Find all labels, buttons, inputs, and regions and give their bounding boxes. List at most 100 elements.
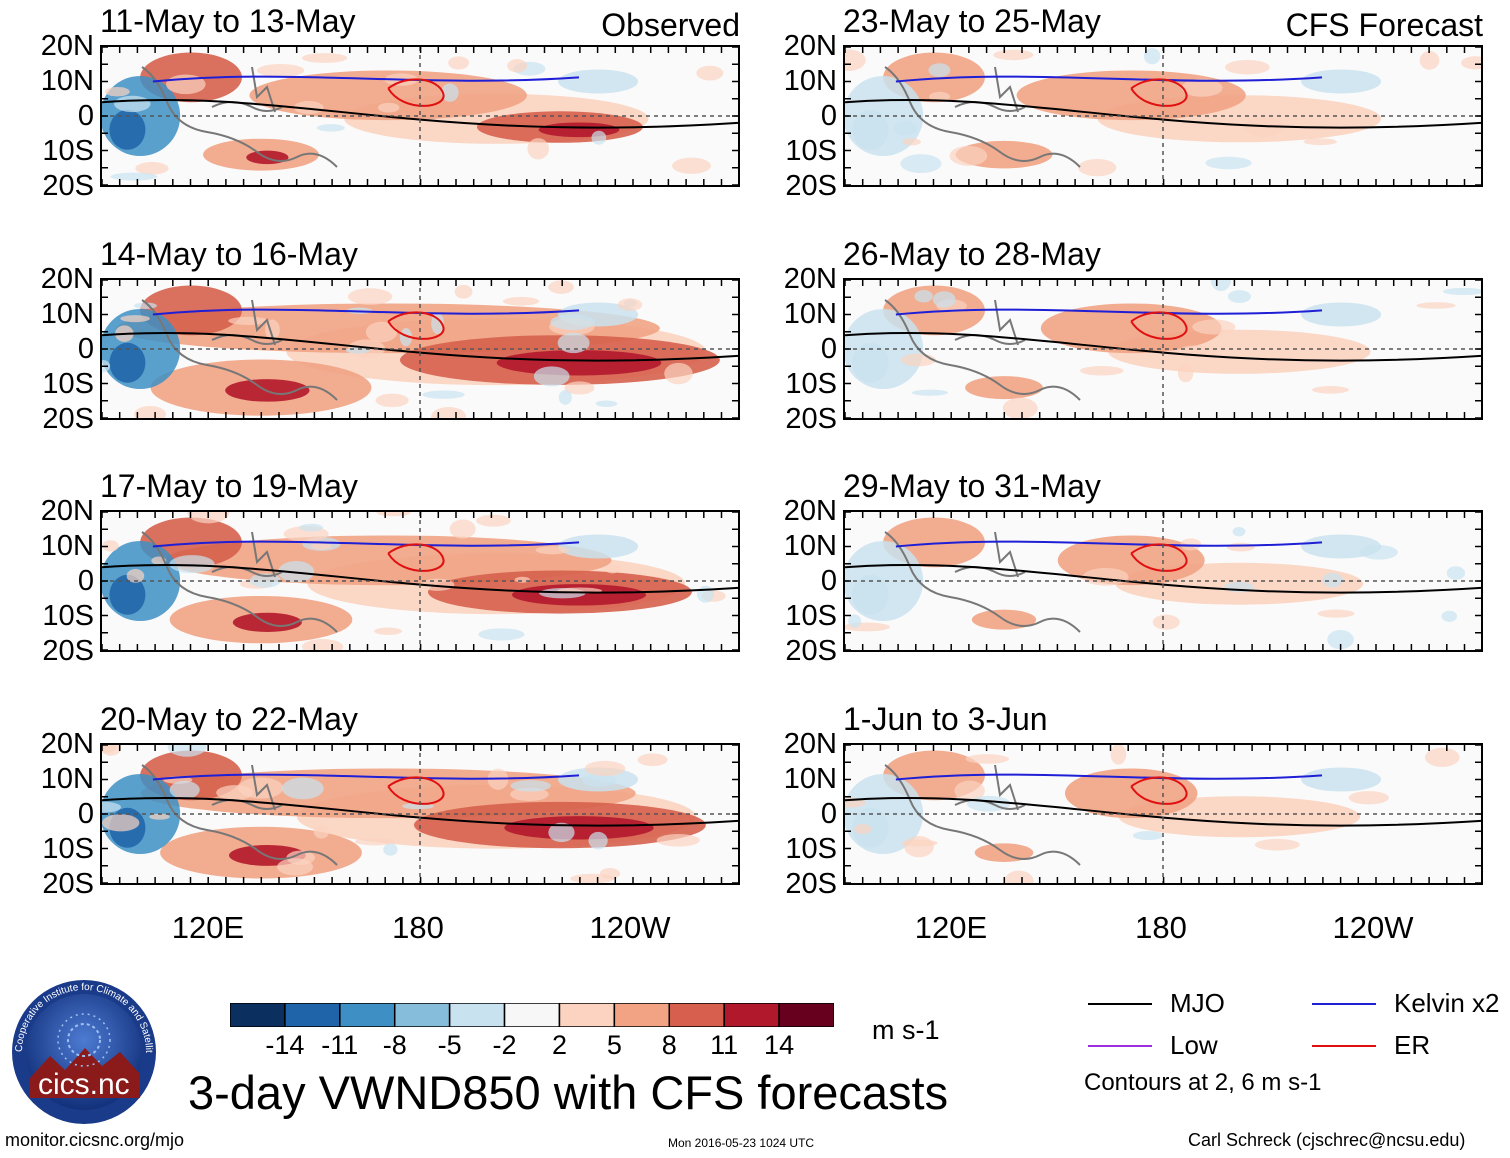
anomaly-speckle bbox=[1192, 319, 1236, 335]
anomaly-speckle bbox=[299, 523, 324, 532]
anomaly-speckle bbox=[1152, 614, 1180, 630]
colorbar-swatch bbox=[448, 1002, 506, 1028]
legend-line-kelvin-x2 bbox=[1312, 1003, 1376, 1005]
anomaly-speckle bbox=[1180, 538, 1202, 551]
anomaly-speckle bbox=[1080, 366, 1124, 376]
negative-anomaly-patch bbox=[109, 342, 146, 383]
lat-label: 10N bbox=[783, 530, 837, 562]
colorbar-units: m s-1 bbox=[872, 1015, 940, 1045]
anomaly-speckle bbox=[595, 400, 618, 407]
anomaly-field bbox=[102, 745, 738, 883]
anomaly-speckle bbox=[383, 843, 398, 856]
anomaly-field bbox=[845, 512, 1481, 650]
lat-label: 20N bbox=[783, 263, 837, 295]
lat-label: 10S bbox=[42, 833, 94, 865]
colorbar-swatch bbox=[503, 1002, 561, 1028]
negative-anomaly-patch bbox=[1301, 69, 1382, 94]
mjo-contour bbox=[102, 796, 738, 827]
anomaly-speckle bbox=[399, 328, 413, 347]
anomaly-speckle bbox=[904, 835, 934, 858]
anomaly-speckle bbox=[672, 157, 711, 174]
anomaly-speckle bbox=[696, 585, 715, 603]
negative-anomaly-patch bbox=[852, 109, 889, 150]
panel-tag-fc1: CFS Forecast bbox=[1285, 7, 1483, 43]
positive-anomaly-patch bbox=[164, 535, 612, 586]
anomaly-speckle bbox=[375, 393, 409, 408]
lat-label: 20S bbox=[42, 170, 94, 202]
anomaly-speckle bbox=[347, 288, 393, 305]
timestamp: Mon 2016-05-23 1024 UTC bbox=[668, 1136, 815, 1150]
anomaly-speckle bbox=[478, 628, 525, 641]
website-link[interactable]: monitor.cicsnc.org/mjo bbox=[5, 1130, 185, 1150]
panel-title-fc1: 23-May to 25-May bbox=[843, 3, 1101, 39]
colorbar-label: 8 bbox=[661, 1030, 677, 1060]
anomaly-speckle bbox=[169, 780, 200, 799]
legend-label: Low bbox=[1170, 1030, 1218, 1060]
coastline bbox=[884, 299, 1081, 401]
anomaly-speckle bbox=[431, 406, 467, 418]
coastline bbox=[141, 66, 338, 168]
anomaly-speckle bbox=[277, 858, 314, 876]
legend-label: Kelvin x2 bbox=[1394, 988, 1500, 1018]
anomaly-speckle bbox=[1232, 526, 1246, 537]
kelvin-contour bbox=[152, 308, 580, 316]
colorbar-swatch bbox=[778, 1002, 835, 1028]
colorbar-label: -14 bbox=[265, 1030, 305, 1060]
anomaly-speckle bbox=[900, 154, 942, 174]
lat-label: 10S bbox=[785, 135, 837, 167]
er-contour bbox=[1130, 311, 1188, 340]
legend-label: ER bbox=[1394, 1030, 1431, 1060]
lat-label: 10S bbox=[785, 368, 837, 400]
kelvin-contour bbox=[895, 540, 1323, 548]
colorbar-swatch bbox=[393, 1002, 451, 1028]
anomaly-speckle bbox=[502, 296, 540, 306]
negative-anomaly-patch bbox=[109, 109, 146, 150]
kelvin-contour bbox=[895, 75, 1323, 83]
lat-label: 20S bbox=[42, 635, 94, 667]
anomaly-speckle bbox=[1327, 630, 1354, 650]
anomaly-field bbox=[845, 745, 1481, 883]
lat-label: 10S bbox=[785, 600, 837, 632]
mjo-contour bbox=[102, 98, 738, 129]
lat-label: 20S bbox=[785, 635, 837, 667]
colorbar-label: 11 bbox=[710, 1030, 739, 1060]
panel-title-fc3: 29-May to 31-May bbox=[843, 468, 1101, 504]
anomaly-speckle bbox=[149, 813, 170, 820]
anomaly-field bbox=[102, 512, 738, 650]
coastline bbox=[141, 531, 338, 633]
er-contour bbox=[1130, 543, 1188, 572]
colorbar-swatch bbox=[558, 1002, 616, 1028]
lat-label: 10N bbox=[783, 65, 837, 97]
anomaly-speckle bbox=[1004, 870, 1034, 883]
anomaly-speckle bbox=[228, 316, 269, 325]
colorbar-label: 5 bbox=[606, 1030, 622, 1060]
anomaly-speckle bbox=[449, 519, 476, 539]
anomaly-speckle bbox=[637, 753, 668, 767]
anomaly-speckle bbox=[167, 745, 207, 757]
positive-anomaly-patch bbox=[496, 350, 662, 376]
legend-label: MJO bbox=[1170, 988, 1225, 1018]
anomaly-speckle bbox=[354, 838, 395, 846]
colorbar-swatch bbox=[723, 1002, 780, 1028]
lat-label: 0 bbox=[820, 333, 837, 365]
anomaly-speckle bbox=[527, 138, 550, 160]
mjo-contour bbox=[845, 796, 1481, 827]
anomaly-speckle bbox=[1254, 838, 1300, 851]
anomaly-speckle bbox=[169, 555, 215, 574]
anomaly-speckle bbox=[548, 822, 575, 843]
anomaly-speckle bbox=[1177, 364, 1194, 383]
anomaly-speckle bbox=[928, 63, 951, 78]
lat-label: 10N bbox=[40, 763, 94, 795]
anomaly-speckle bbox=[1078, 159, 1117, 177]
coastline bbox=[141, 299, 338, 401]
anomaly-speckle bbox=[448, 56, 470, 70]
anomaly-speckle bbox=[102, 814, 140, 832]
anomaly-speckle bbox=[216, 785, 254, 801]
map-panel-obs1 bbox=[100, 45, 740, 187]
negative-anomaly-patch bbox=[852, 574, 889, 615]
anomaly-speckle bbox=[1227, 290, 1252, 303]
author-credit: Carl Schreck (cjschrec@ncsu.edu) bbox=[1188, 1130, 1466, 1150]
panel-tag-obs1: Observed bbox=[601, 7, 740, 43]
anomaly-speckle bbox=[558, 390, 572, 405]
mjo-contour bbox=[845, 98, 1481, 129]
